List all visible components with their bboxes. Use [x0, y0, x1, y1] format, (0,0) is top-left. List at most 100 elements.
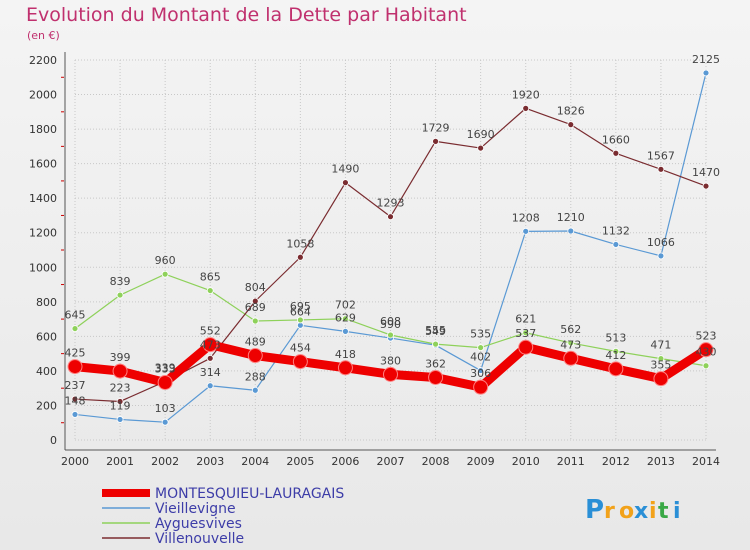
data-point	[116, 291, 124, 299]
data-point	[247, 348, 263, 364]
data-point	[71, 325, 79, 332]
data-label: 119	[110, 399, 131, 412]
y-tick-label: 600	[36, 330, 57, 343]
data-label: 549	[425, 325, 446, 338]
data-point	[387, 331, 394, 339]
x-tick-label: 2004	[241, 455, 269, 468]
data-label: 1293	[377, 197, 405, 210]
y-tick-label: 1000	[29, 261, 57, 274]
data-label: 1490	[331, 163, 359, 176]
chart-title: Evolution du Montant de la Dette par Hab…	[26, 4, 467, 26]
data-label: 1729	[422, 121, 450, 134]
data-point	[71, 411, 79, 418]
x-tick-label: 2006	[331, 455, 359, 468]
data-point	[518, 339, 534, 355]
data-label: 489	[245, 336, 266, 349]
data-point	[657, 165, 665, 173]
data-label: 629	[335, 311, 356, 324]
data-label: 537	[515, 327, 536, 340]
data-label: 555	[425, 324, 446, 337]
data-label: 399	[110, 351, 131, 364]
y-tick-label: 0	[50, 434, 57, 447]
data-point	[612, 347, 620, 355]
data-label: 535	[470, 328, 491, 341]
data-label: 103	[155, 402, 176, 415]
data-point	[567, 227, 575, 235]
data-point	[206, 354, 214, 362]
data-label: 664	[290, 305, 311, 318]
data-point	[657, 252, 665, 260]
data-label: 695	[290, 300, 311, 313]
data-point	[292, 354, 308, 370]
data-label: 1208	[512, 211, 540, 224]
data-label: 562	[560, 323, 581, 336]
data-label: 1826	[557, 105, 585, 118]
data-point	[342, 327, 349, 335]
data-point	[522, 104, 530, 112]
data-label: 1660	[602, 133, 630, 146]
data-point	[206, 382, 214, 390]
data-point	[477, 144, 485, 152]
data-point	[432, 340, 439, 348]
data-point	[567, 339, 575, 347]
data-point	[702, 362, 710, 370]
x-tick-label: 2012	[602, 455, 630, 468]
x-tick-label: 2010	[512, 455, 540, 468]
data-point	[251, 317, 259, 325]
data-point	[206, 287, 214, 294]
data-label: 237	[65, 379, 86, 392]
data-label: 689	[245, 301, 266, 314]
x-tick-label: 2005	[286, 455, 314, 468]
data-label: 473	[200, 338, 221, 351]
logo-letter: r	[604, 499, 615, 524]
data-label: 552	[200, 325, 221, 338]
data-label: 513	[605, 331, 626, 344]
y-tick-label: 1800	[29, 123, 57, 136]
data-label: 148	[65, 394, 86, 407]
data-label: 402	[470, 351, 491, 364]
data-label: 454	[290, 342, 311, 355]
data-point	[71, 395, 79, 403]
data-label: 1690	[467, 128, 495, 141]
y-tick-label: 1400	[29, 192, 57, 205]
x-tick-label: 2009	[467, 455, 495, 468]
data-point	[116, 416, 124, 423]
data-point	[337, 360, 353, 376]
data-label: 1470	[692, 166, 720, 179]
data-label: 702	[335, 299, 356, 312]
data-label: 621	[515, 313, 536, 326]
data-label: 288	[245, 370, 266, 383]
legend-label: MONTESQUIEU-LAURAGAIS	[155, 486, 344, 502]
logo-letter: i	[649, 499, 657, 524]
data-point	[251, 297, 259, 305]
data-point	[161, 270, 169, 278]
data-label: 1567	[647, 149, 675, 162]
data-label: 608	[380, 315, 401, 328]
data-point	[112, 363, 128, 379]
logo-letter: x	[634, 499, 648, 524]
data-point	[653, 371, 669, 387]
data-point	[612, 241, 620, 248]
legend-label: Vieillevigne	[155, 501, 236, 517]
x-tick-label: 2014	[692, 455, 720, 468]
data-label: 1210	[557, 211, 585, 224]
data-label: 314	[200, 366, 221, 379]
data-point	[522, 227, 530, 235]
data-label: 380	[380, 354, 401, 367]
data-point	[477, 344, 485, 351]
data-point	[387, 213, 394, 221]
data-point	[473, 379, 489, 395]
logo-letter: t	[658, 499, 669, 524]
y-tick-label: 1600	[29, 158, 57, 171]
data-label: 306	[470, 367, 491, 380]
data-label: 1058	[286, 237, 314, 250]
x-tick-label: 2011	[557, 455, 585, 468]
data-label: 412	[605, 349, 626, 362]
data-point	[296, 316, 304, 324]
data-point	[702, 69, 710, 77]
data-label: 960	[155, 254, 176, 267]
data-label: 418	[335, 348, 356, 361]
x-tick-label: 2001	[106, 455, 134, 468]
